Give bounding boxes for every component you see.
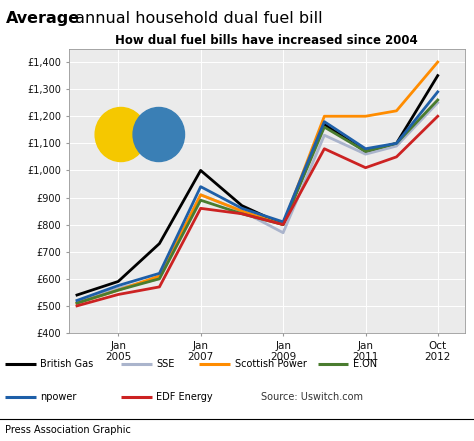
Text: Scottish Power: Scottish Power [235, 359, 307, 369]
Ellipse shape [95, 108, 146, 161]
Text: Source: Uswitch.com: Source: Uswitch.com [261, 392, 363, 402]
Text: British Gas: British Gas [40, 359, 93, 369]
Ellipse shape [133, 108, 184, 161]
Text: SSE: SSE [156, 359, 175, 369]
Text: Average: Average [6, 11, 80, 26]
Text: npower: npower [40, 392, 77, 402]
Text: Press Association Graphic: Press Association Graphic [5, 425, 131, 434]
Title: How dual fuel bills have increased since 2004: How dual fuel bills have increased since… [115, 34, 418, 47]
Text: E.ON: E.ON [353, 359, 377, 369]
Text: annual household dual fuel bill: annual household dual fuel bill [70, 11, 323, 26]
Text: EDF Energy: EDF Energy [156, 392, 213, 402]
